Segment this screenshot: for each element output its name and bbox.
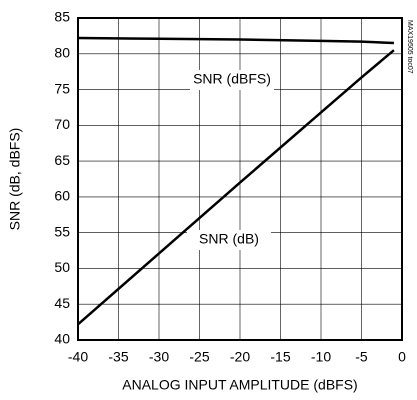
x-tick-label: -30	[149, 349, 169, 365]
x-tick-label: -40	[68, 349, 88, 365]
x-tick-label: -20	[230, 349, 250, 365]
y-tick-label: 60	[54, 188, 70, 204]
y-tick-label: 70	[54, 116, 70, 132]
y-tick-label: 80	[54, 44, 70, 60]
y-tick-label: 45	[54, 295, 70, 311]
x-tick-label: 0	[398, 349, 406, 365]
y-tick-label: 50	[54, 259, 70, 275]
series-label: SNR (dB)	[199, 231, 259, 247]
label-background	[190, 70, 274, 90]
y-tick-label: 40	[54, 331, 70, 347]
y-axis-title: SNR (dB, dBFS)	[7, 128, 23, 231]
series-line	[77, 36, 394, 45]
x-tick-label: -25	[189, 349, 209, 365]
x-tick-label: -35	[108, 349, 128, 365]
plot-frame	[77, 17, 403, 341]
label-background	[187, 230, 271, 250]
series-line	[77, 49, 395, 326]
series-label: SNR (dBFS)	[193, 71, 271, 87]
y-tick-label: 75	[54, 80, 70, 96]
x-axis-title: ANALOG INPUT AMPLITUDE (dBFS)	[122, 377, 357, 393]
y-tick-label: 65	[54, 152, 70, 168]
x-tick-label: -5	[355, 349, 368, 365]
x-tick-label: -15	[270, 349, 290, 365]
x-tick-label: -10	[311, 349, 331, 365]
y-tick-label: 85	[54, 9, 70, 25]
watermark: MAX19505 toc07	[406, 20, 413, 74]
y-tick-label: 55	[54, 223, 70, 239]
